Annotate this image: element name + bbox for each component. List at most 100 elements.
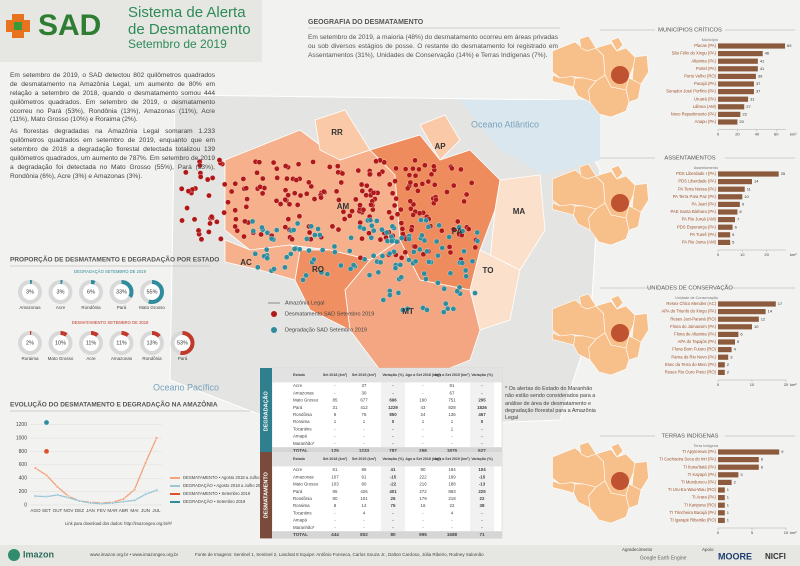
- table-cell: 22: [480, 496, 485, 501]
- alert-marker: [410, 165, 416, 172]
- donut-segment: [140, 331, 164, 355]
- alert-marker: [384, 229, 390, 236]
- legend-label: DEGRADAÇÃO • Setembro 2019: [183, 499, 246, 504]
- table-cell: -: [481, 383, 483, 388]
- alert-marker: [408, 227, 415, 233]
- alert-marker: [370, 227, 377, 234]
- table-cell: -: [451, 434, 453, 439]
- x-tick-label: MAR: [107, 508, 118, 513]
- data-point: [143, 492, 148, 496]
- alert-marker: [422, 162, 428, 169]
- alert-marker: [291, 246, 298, 252]
- map: RR AP AM PA MA AC RO MT TO Oceano Atlântico Oceano…: [153, 94, 601, 431]
- x-tick-label: DEZ: [75, 508, 84, 513]
- category-label: APA do Triunfo do Xingu (PA): [661, 309, 716, 314]
- table-cell: 38: [480, 503, 485, 508]
- alert-marker: [412, 157, 418, 164]
- alert-marker: [206, 229, 212, 235]
- alert-marker: [389, 223, 396, 230]
- table-cell: 696: [389, 398, 397, 403]
- alert-marker: [406, 172, 413, 178]
- bar: [718, 309, 766, 315]
- data-label: 5: [732, 232, 735, 237]
- data-label: 3%: [26, 289, 34, 295]
- table-cell: 104: [478, 467, 486, 472]
- alert-marker: [347, 266, 354, 272]
- alert-marker: [461, 248, 467, 255]
- alert-marker: [379, 253, 386, 259]
- x-tick-label: 0: [717, 252, 720, 257]
- alert-marker: [425, 224, 432, 230]
- table-cell: -: [481, 434, 483, 439]
- alert-marker: [380, 297, 387, 303]
- category-label: PDS Esperança (PA): [677, 224, 717, 229]
- data-point: [121, 497, 126, 501]
- alert-marker: [282, 163, 289, 169]
- alert-marker: [195, 227, 202, 234]
- category-label: PDS Liberdade I (PA): [676, 171, 717, 176]
- alert-marker: [254, 169, 260, 176]
- data-label: 9: [742, 201, 745, 206]
- table-cell: Pará: [293, 405, 303, 410]
- ocean-label: Oceano Pacífico: [153, 382, 219, 392]
- table-total: 80: [390, 532, 396, 537]
- category-label: TI Apyterewa (PA): [682, 449, 716, 454]
- table-total: 1688: [447, 532, 458, 537]
- data-label: 41: [760, 66, 765, 71]
- table-cell: 190: [419, 398, 427, 403]
- alert-marker: [412, 258, 419, 265]
- alert-marker: [308, 183, 315, 190]
- table-cell: Amapá: [293, 518, 307, 523]
- table-cell: 91: [362, 474, 367, 479]
- alert-marker: [208, 213, 215, 220]
- alert-marker: [366, 272, 373, 278]
- category-label: APA do Tapajós (PA): [678, 339, 717, 344]
- alert-marker: [291, 190, 298, 196]
- alert-marker: [373, 158, 379, 165]
- bar: [718, 517, 725, 523]
- alert-marker: [424, 248, 430, 255]
- table-cell: 188: [448, 482, 456, 487]
- data-point: [143, 461, 148, 465]
- data-point: [55, 493, 60, 497]
- bar: [718, 186, 745, 192]
- alert-marker: [338, 262, 344, 269]
- alert-marker: [271, 266, 277, 272]
- donut-segment: [79, 280, 103, 304]
- alert-marker: [311, 256, 317, 263]
- mini-state: [573, 335, 597, 361]
- data-label: 37: [756, 81, 761, 86]
- column-header: Set 2018 (km²): [323, 373, 348, 377]
- alert-marker: [456, 284, 463, 291]
- alert-marker: [285, 216, 292, 222]
- table-cell: 90: [421, 467, 426, 472]
- alert-marker: [294, 220, 301, 227]
- alert-marker: [228, 188, 235, 195]
- alert-marker: [474, 238, 481, 244]
- table-total: 627: [478, 448, 486, 453]
- table-cell: 26: [391, 496, 396, 501]
- section-title: ASSENTAMENTOS: [664, 156, 715, 162]
- category-label: Pará: [117, 305, 127, 310]
- table-cell: 136: [448, 412, 456, 417]
- alert-marker: [369, 222, 375, 229]
- table-cell: -: [422, 434, 424, 439]
- unit-label: km²: [790, 252, 797, 257]
- table-cell: 37: [362, 383, 367, 388]
- data-label: 7: [737, 217, 740, 222]
- table-cell: 850: [389, 412, 397, 417]
- alert-marker: [416, 166, 422, 173]
- state: [469, 249, 521, 331]
- alert-marker: [461, 198, 467, 205]
- table-cell: -: [451, 525, 453, 530]
- alert-marker: [359, 188, 366, 194]
- table-cell: Rondônia: [293, 412, 312, 417]
- alert-marker: [303, 272, 309, 279]
- y-tick-label: 1200: [16, 422, 27, 428]
- x-tick-label: SET: [42, 508, 51, 513]
- highlight-col: [381, 382, 405, 448]
- alert-marker: [360, 206, 367, 213]
- category-label: TI Kayapó (PA): [688, 472, 717, 477]
